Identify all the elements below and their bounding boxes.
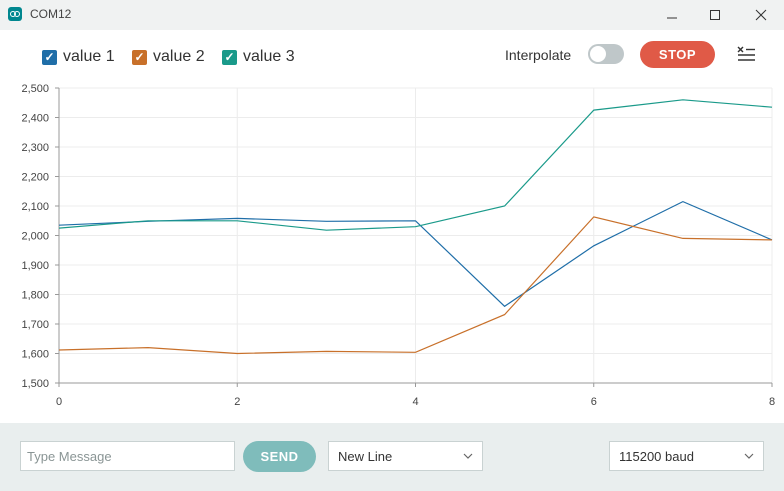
arduino-icon — [8, 7, 22, 21]
minimize-button[interactable] — [652, 0, 692, 30]
stop-button[interactable]: STOP — [640, 41, 715, 68]
maximize-button[interactable] — [695, 0, 735, 30]
x-tick-label: 4 — [412, 396, 418, 408]
window-title: COM12 — [30, 7, 72, 21]
x-tick-label: 2 — [234, 396, 240, 408]
y-tick-label: 2,200 — [21, 172, 49, 184]
y-tick-label: 1,500 — [21, 378, 49, 390]
serial-plot-chart: 1,500 1,600 1,700 1,800 1,900 2,000 2,100 2,200… — [21, 83, 775, 408]
y-tick-label: 1,600 — [21, 349, 49, 361]
legend-label: value 1 — [63, 48, 115, 65]
clear-list-icon[interactable] — [736, 44, 756, 64]
line-ending-select[interactable]: New Line — [328, 441, 483, 471]
interpolate-label: Interpolate — [505, 47, 572, 63]
title-bar: COM12 — [0, 0, 784, 30]
checkbox-icon[interactable]: ✓ — [42, 49, 57, 65]
maximize-icon — [710, 10, 720, 20]
chevron-down-icon — [744, 453, 754, 459]
close-button[interactable] — [741, 0, 781, 30]
y-tick-label: 2,300 — [21, 142, 49, 154]
legend-label: value 2 — [153, 48, 205, 65]
series-line-value-3 — [58, 99, 773, 231]
baud-rate-value: 115200 baud — [619, 448, 694, 464]
interpolate-toggle[interactable] — [588, 44, 624, 64]
y-tick-label: 1,800 — [21, 290, 49, 302]
checkbox-icon[interactable]: ✓ — [222, 49, 237, 65]
legend-value-3[interactable]: ✓ value 3 — [222, 47, 295, 67]
x-tick-label: 8 — [769, 396, 775, 408]
axes: 1,500 1,600 1,700 1,800 1,900 2,000 2,100 2,200… — [21, 83, 775, 408]
y-tick-label: 2,400 — [21, 113, 49, 125]
y-tick-label: 2,100 — [21, 201, 49, 213]
minimize-icon — [667, 17, 677, 19]
legend-label: value 3 — [243, 48, 295, 65]
send-button[interactable]: SEND — [243, 441, 316, 472]
close-icon — [755, 9, 767, 21]
message-input[interactable] — [20, 441, 235, 471]
checkbox-icon[interactable]: ✓ — [132, 49, 147, 65]
plotter-toolbar: ✓ value 1 ✓ value 2 ✓ value 3 Interpolat… — [0, 30, 784, 82]
legend-value-2[interactable]: ✓ value 2 — [132, 47, 205, 67]
line-ending-value: New Line — [338, 448, 393, 464]
x-tick-label: 0 — [56, 396, 62, 408]
y-tick-label: 1,700 — [21, 319, 49, 331]
chevron-down-icon — [463, 453, 473, 459]
y-tick-label: 1,900 — [21, 260, 49, 272]
grid-lines — [58, 87, 773, 384]
x-tick-label: 6 — [591, 396, 597, 408]
legend-value-1[interactable]: ✓ value 1 — [42, 47, 115, 67]
series-lines — [58, 99, 773, 355]
baud-rate-select[interactable]: 115200 baud — [609, 441, 764, 471]
y-tick-label: 2,500 — [21, 83, 49, 95]
series-line-value-2 — [58, 216, 773, 355]
send-bar: SEND New Line 115200 baud — [0, 423, 784, 491]
y-tick-label: 2,000 — [21, 231, 49, 243]
